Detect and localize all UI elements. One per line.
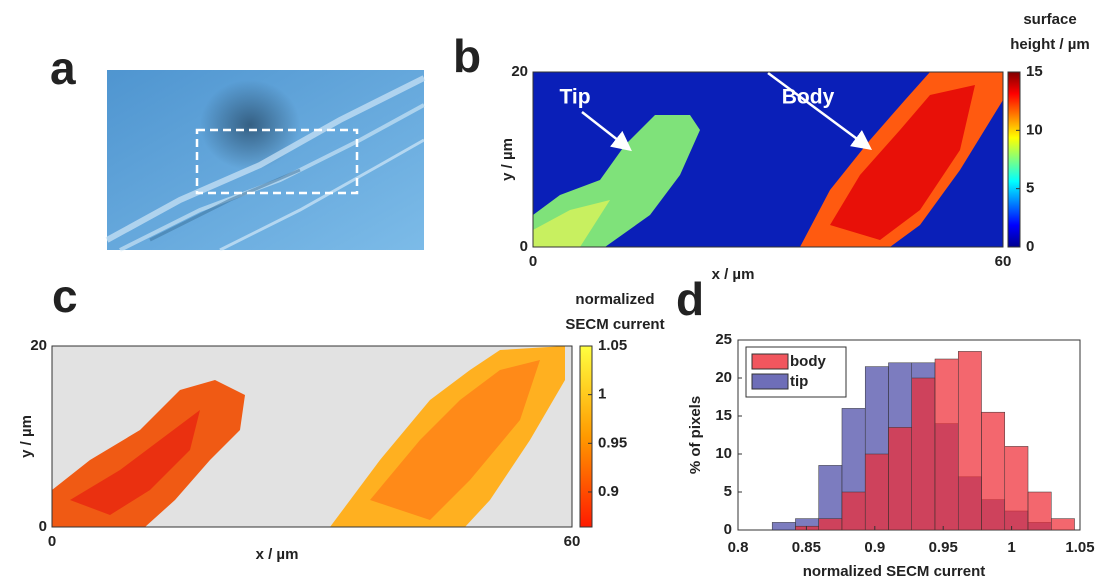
bar xyxy=(1004,446,1029,531)
y-tick-label: 20 xyxy=(715,369,732,386)
heatmap-b xyxy=(533,72,1003,247)
colorbar-title: SECM current xyxy=(565,316,664,333)
y-axis-label: % of pixels xyxy=(687,396,704,474)
panel-label: b xyxy=(453,30,481,82)
colorbar-tick-label: 0.95 xyxy=(598,434,627,451)
annotation: Tip xyxy=(559,86,590,109)
x-tick-label: 1 xyxy=(1007,539,1015,556)
x-tick-label: 0.95 xyxy=(929,539,958,556)
bar xyxy=(981,411,1006,531)
plot-frame xyxy=(532,71,1004,248)
y-tick-label: 5 xyxy=(724,483,732,500)
x-tick-label: 0 xyxy=(48,533,56,550)
panel-label: a xyxy=(50,42,76,94)
y-axis-label: y / µm xyxy=(18,415,35,458)
x-tick-label: 0 xyxy=(529,253,537,270)
y-tick-label: 20 xyxy=(30,337,47,354)
colorbar-tick-label: 5 xyxy=(1026,180,1034,197)
colorbar-tick-label: 15 xyxy=(1026,63,1043,80)
legend-swatch xyxy=(751,373,789,390)
bar xyxy=(771,522,796,531)
bar xyxy=(795,525,819,531)
colorbar-tick-label: 1.05 xyxy=(598,337,627,354)
legend-label: body xyxy=(790,353,826,370)
colorbar-tick-label: 1 xyxy=(598,386,606,403)
bar xyxy=(818,518,843,531)
x-axis-label: normalized SECM current xyxy=(803,563,986,580)
bar xyxy=(841,491,866,531)
colorbar-title: height / µm xyxy=(1010,36,1089,53)
colorbar-tick-label: 10 xyxy=(1026,121,1043,138)
bar xyxy=(1051,518,1075,531)
y-tick-label: 20 xyxy=(511,63,528,80)
bar xyxy=(864,453,889,531)
colorbar-title: surface xyxy=(1023,11,1076,28)
annotation: Body xyxy=(782,86,835,109)
panel-label: d xyxy=(676,273,704,325)
bar xyxy=(957,351,982,531)
y-tick-label: 0 xyxy=(39,518,47,535)
y-tick-label: 10 xyxy=(715,445,732,462)
y-tick-label: 0 xyxy=(724,521,732,538)
x-tick-label: 60 xyxy=(564,533,581,550)
photo xyxy=(105,70,426,252)
x-axis-label: x / µm xyxy=(256,546,299,563)
colorbar-tick-label: 0.9 xyxy=(598,483,619,500)
bar xyxy=(888,427,912,531)
heatmap-c xyxy=(52,346,572,527)
bar xyxy=(934,358,959,531)
colorbar xyxy=(579,345,593,528)
colorbar-tick-label: 0 xyxy=(1026,238,1034,255)
x-tick-label: 0.8 xyxy=(728,539,749,556)
x-axis-label: x / µm xyxy=(712,266,755,283)
y-axis-label: y / µm xyxy=(499,138,516,181)
colorbar xyxy=(1007,71,1021,248)
x-tick-label: 1.05 xyxy=(1065,539,1094,556)
x-tick-label: 0.9 xyxy=(864,539,885,556)
legend-swatch xyxy=(751,353,789,370)
y-tick-label: 15 xyxy=(715,407,732,424)
panel-label: c xyxy=(52,270,78,322)
bar xyxy=(911,377,936,531)
y-tick-label: 0 xyxy=(520,238,528,255)
y-tick-label: 25 xyxy=(715,331,732,348)
x-tick-label: 0.85 xyxy=(792,539,821,556)
plot-frame xyxy=(51,345,573,528)
x-tick-label: 60 xyxy=(995,253,1012,270)
bar xyxy=(1027,491,1052,531)
legend-label: tip xyxy=(790,373,808,390)
colorbar-title: normalized xyxy=(575,291,654,308)
